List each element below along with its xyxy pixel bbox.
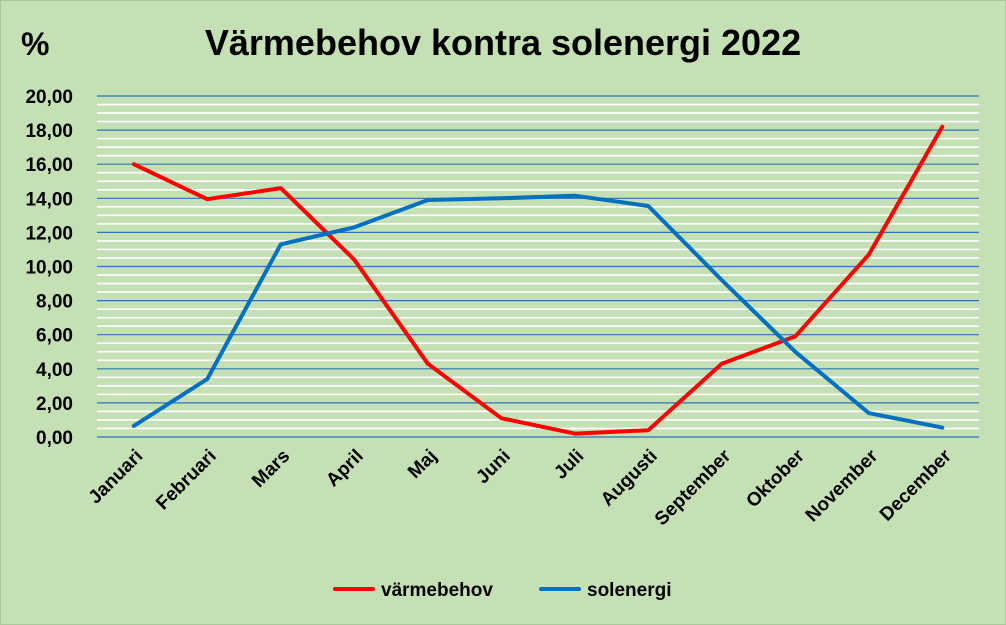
y-tick-label: 16,00 (25, 155, 73, 176)
x-tick-label: April (322, 446, 367, 491)
y-tick-label: 4,00 (36, 360, 73, 381)
y-tick-label: 12,00 (25, 223, 73, 244)
x-tick-label: Juli (550, 446, 588, 484)
x-tick-label: Juni (472, 446, 514, 488)
y-tick-label: 6,00 (36, 326, 73, 347)
x-tick-label: Maj (404, 446, 441, 483)
series-lines (131, 124, 945, 436)
y-tick-label: 14,00 (25, 189, 73, 210)
y-tick-label: 2,00 (36, 394, 73, 415)
y-tick-label: 0,00 (36, 428, 73, 449)
y-axis-ticks: 0,00 2,00 4,00 6,00 8,00 10,00 12,00 14,00 16,00… (25, 87, 73, 449)
chart-title: Värmebehov kontra solenergi 2022 (205, 22, 801, 63)
series-line (131, 124, 945, 436)
x-tick-label: Januari (85, 446, 148, 509)
x-tick-label: September (651, 445, 736, 530)
legend-label: värmebehov (381, 580, 493, 601)
x-tick-label: Oktober (742, 445, 809, 512)
x-tick-label: Mars (248, 446, 294, 492)
x-tick-label: November (802, 445, 883, 526)
x-tick-label: Augusti (597, 446, 662, 511)
y-tick-label: 18,00 (25, 121, 73, 142)
y-tick-label: 10,00 (25, 258, 73, 279)
x-tick-label: Februari (152, 446, 221, 515)
y-axis-unit-label: % (21, 26, 49, 62)
major-gridlines (97, 95, 979, 438)
legend-label: solenergi (587, 580, 671, 601)
y-tick-label: 8,00 (36, 292, 73, 313)
series-line (131, 193, 945, 430)
x-tick-label: December (876, 445, 956, 525)
y-tick-label: 20,00 (25, 87, 73, 108)
legend: värmebehov solenergi (333, 580, 671, 601)
x-axis-ticks: Januari Februari Mars April Maj Juni Juli Augus… (85, 445, 957, 530)
